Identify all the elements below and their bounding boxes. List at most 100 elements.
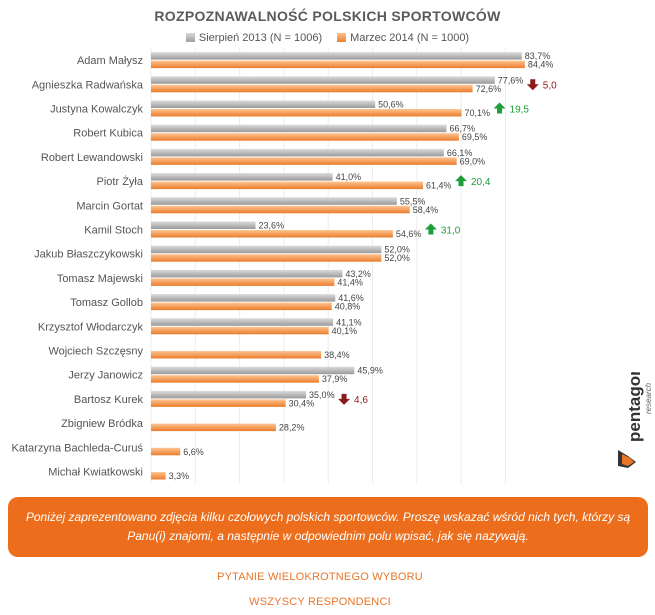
category-label: Katarzyna Bachleda-Curuś <box>12 442 144 454</box>
legend-item-2014: Marzec 2014 (N = 1000) <box>337 32 469 44</box>
footer-question-type: PYTANIE WIELOKROTNEGO WYBORU <box>217 571 423 583</box>
logo-subtext: research <box>644 382 653 414</box>
value-label-2014: 28,2% <box>279 423 305 433</box>
bar-2013 <box>151 366 355 375</box>
bar-2013 <box>151 173 333 181</box>
gridlines <box>150 48 506 484</box>
value-label-2013: 66,7% <box>449 124 475 134</box>
bar-2014 <box>151 205 410 214</box>
bar-2014 <box>151 423 276 432</box>
value-label-2013: 66,1% <box>447 148 473 158</box>
category-label: Wojciech Szczęsny <box>48 346 143 358</box>
bar-2014 <box>151 375 319 383</box>
bar-2014 <box>151 351 322 359</box>
bar-2014 <box>151 60 525 69</box>
value-label-2014: 41,4% <box>337 277 363 287</box>
change-label: 19,5 <box>510 105 530 116</box>
bar-2013 <box>151 52 522 60</box>
value-label-2013: 35,0% <box>309 390 335 400</box>
bar-2013 <box>151 294 336 302</box>
bar-2014 <box>151 157 457 165</box>
bar-2013 <box>151 148 444 157</box>
category-label: Jakub Błaszczykowski <box>34 249 143 261</box>
arrow-down-icon <box>338 393 351 405</box>
legend-swatch-orange <box>337 33 347 42</box>
value-label-2014: 72,6% <box>476 84 502 94</box>
bar-2013 <box>151 245 382 254</box>
category-label: Robert Kubica <box>73 128 144 140</box>
bar-2013 <box>151 318 334 326</box>
category-label: Michał Kwiatkowski <box>48 467 143 479</box>
value-label-2014: 58,4% <box>413 205 439 215</box>
arrow-up-icon <box>424 223 437 235</box>
question-text: Poniżej zaprezentowano zdjęcia kilku czo… <box>25 510 631 543</box>
legend-swatch-grey <box>185 33 195 42</box>
bar-2013 <box>151 390 307 399</box>
category-label: Marcin Gortat <box>76 200 143 212</box>
category-label: Jerzy Janowicz <box>68 370 143 382</box>
change-label: 20,4 <box>471 177 491 188</box>
value-label-2014: 37,9% <box>322 374 348 384</box>
bar-2013 <box>151 100 376 108</box>
bar-2013 <box>151 197 397 205</box>
value-label-2013: 77,6% <box>498 75 524 85</box>
bars <box>151 52 525 480</box>
value-label-2013: 23,6% <box>259 221 285 231</box>
bar-2014 <box>151 109 462 117</box>
value-label-2014: 3,3% <box>169 471 190 481</box>
arrow-up-icon <box>455 175 468 187</box>
value-label-2014: 84,4% <box>528 60 554 70</box>
category-label: Adam Małysz <box>77 55 143 67</box>
category-label: Tomasz Gollob <box>70 297 143 309</box>
value-label-2014: 69,0% <box>460 156 486 166</box>
question-box: Poniżej zaprezentowano zdjęcia kilku czo… <box>8 497 648 557</box>
value-label-2014: 61,4% <box>426 181 452 191</box>
legend-label-2014: Marzec 2014 (N = 1000) <box>350 32 470 44</box>
bar-2014 <box>151 84 473 93</box>
bar-2014 <box>151 133 459 141</box>
footer-respondents: WSZYSCY RESPONDENCI <box>249 596 391 608</box>
change-label: 5,0 <box>543 80 557 91</box>
value-label-2013: 41,0% <box>336 172 362 182</box>
category-label: Zbigniew Bródka <box>61 418 144 430</box>
value-label-2014: 70,1% <box>465 108 491 118</box>
logo-text: pentagon <box>625 372 644 442</box>
bar-chart: Adam Małysz 83,7%84,4% Agnieszka Radwańska… <box>12 48 558 484</box>
value-label-2014: 30,4% <box>289 398 315 408</box>
legend-label-2013: Sierpień 2013 (N = 1006) <box>198 32 323 44</box>
bar-2014 <box>151 447 181 456</box>
arrow-up-icon <box>493 102 506 114</box>
value-label-2014: 40,1% <box>332 326 358 336</box>
category-label: Robert Lewandowski <box>41 152 143 164</box>
value-label-2014: 40,8% <box>335 302 361 312</box>
value-label-2014: 52,0% <box>384 253 410 263</box>
value-label-2013: 45,9% <box>357 366 383 376</box>
legend-item-2013: Sierpień 2013 (N = 1006) <box>185 32 323 44</box>
change-label: 31,0 <box>441 226 461 237</box>
value-label-2013: 50,6% <box>378 100 404 110</box>
bar-2014 <box>151 230 393 238</box>
value-label-2013: 41,1% <box>336 317 362 327</box>
bar-2013 <box>151 221 256 229</box>
value-label-2013: 41,6% <box>338 293 364 303</box>
logo-mark: pentagon research <box>618 366 653 468</box>
pentagon-logo: pentagon research <box>606 366 654 472</box>
labels: Adam Małysz 83,7%84,4% Agnieszka Radwańska… <box>12 51 558 481</box>
change-label: 4,6 <box>354 395 368 406</box>
value-label-2013: 52,0% <box>384 245 410 255</box>
value-label-2013: 43,2% <box>345 269 371 279</box>
value-label-2014: 6,6% <box>183 447 204 457</box>
value-label-2014: 54,6% <box>396 229 422 239</box>
bar-2014 <box>151 472 166 480</box>
value-label-2014: 69,5% <box>462 132 488 142</box>
category-label: Piotr Żyła <box>97 175 144 188</box>
legend: Sierpień 2013 (N = 1006) Marzec 2014 (N … <box>0 32 655 44</box>
bar-2013 <box>151 76 495 84</box>
bar-2014 <box>151 254 382 262</box>
bar-2013 <box>151 124 447 133</box>
category-label: Agnieszka Radwańska <box>32 79 144 91</box>
chart-title: ROZPOZNAWALNOŚĆ POLSKICH SPORTOWCÓW <box>154 8 501 24</box>
arrow-down-icon <box>526 79 539 91</box>
value-label-2014: 38,4% <box>324 350 350 360</box>
bar-2014 <box>151 399 286 407</box>
